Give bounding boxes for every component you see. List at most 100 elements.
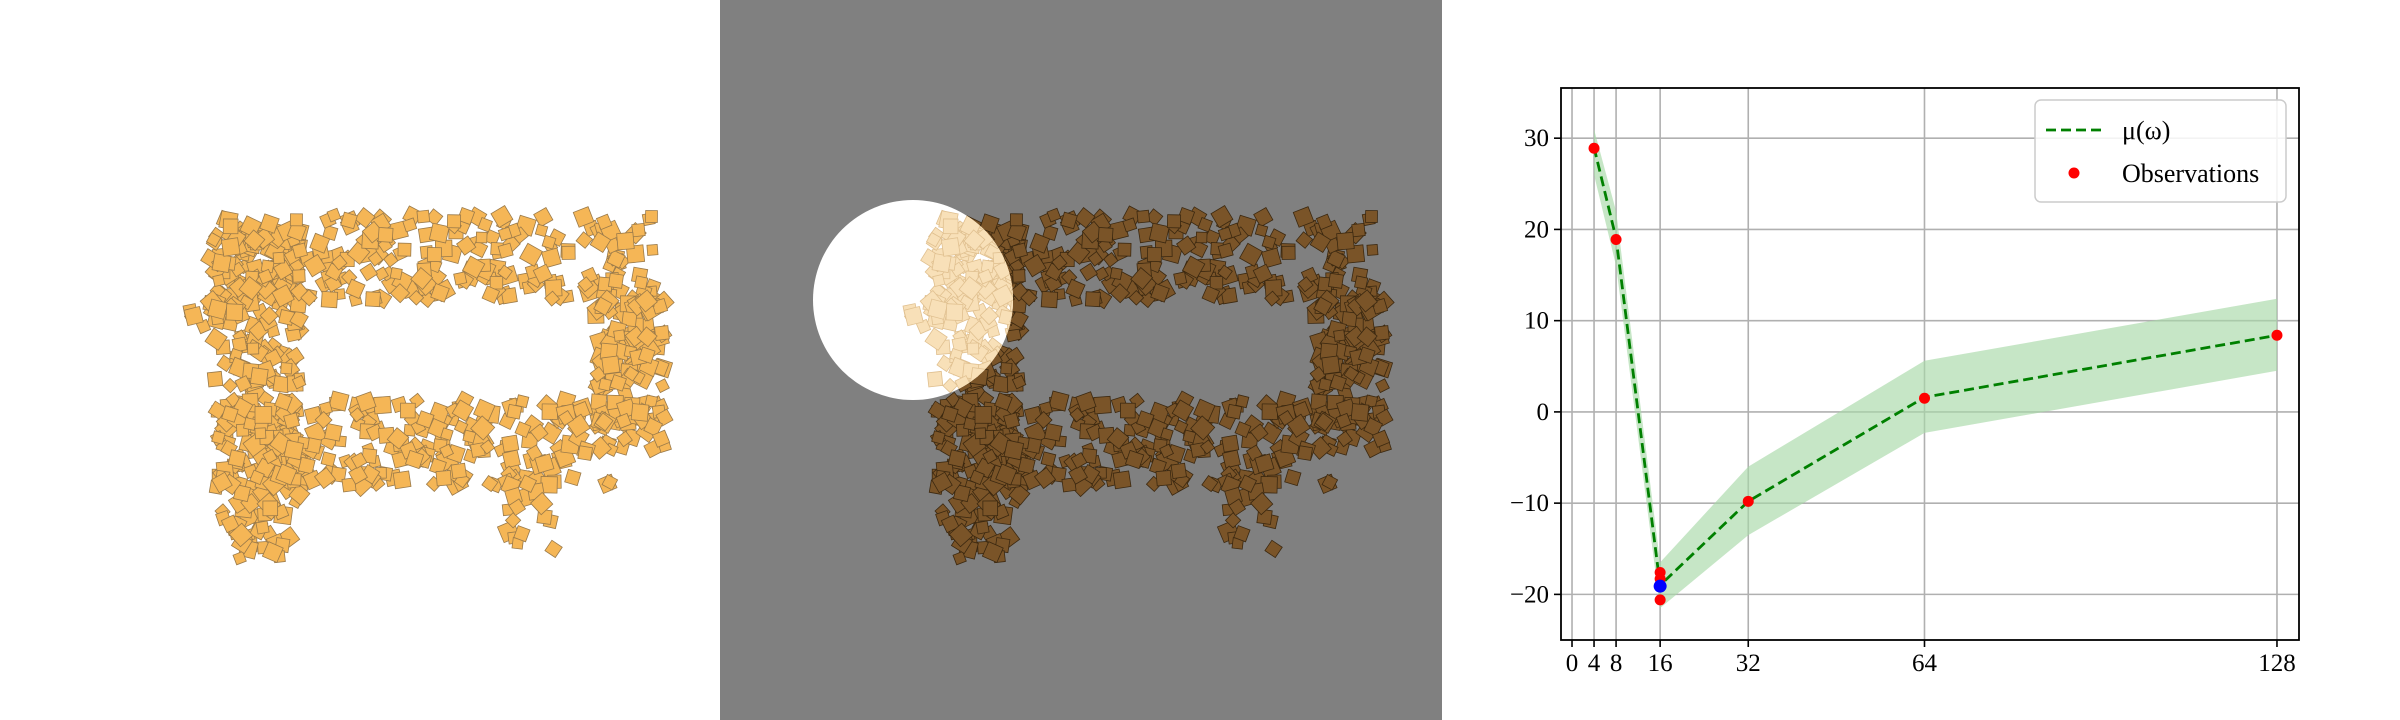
particle xyxy=(1217,264,1233,281)
particle xyxy=(931,253,952,274)
particle xyxy=(1345,244,1366,264)
particle xyxy=(903,305,924,327)
particle xyxy=(643,417,664,438)
particle xyxy=(1253,207,1274,228)
legend-label-observations: Observations xyxy=(2122,159,2259,188)
particle xyxy=(323,422,343,442)
particle xyxy=(397,242,412,257)
particle xyxy=(259,213,280,234)
observation-point xyxy=(1610,233,1622,245)
particle xyxy=(435,469,452,487)
particle xyxy=(489,276,504,290)
particle xyxy=(1327,272,1344,289)
particle xyxy=(1297,445,1313,461)
particle xyxy=(1365,210,1378,223)
particle xyxy=(221,405,239,423)
particle xyxy=(1199,439,1216,455)
particle xyxy=(513,525,531,543)
particle-group xyxy=(182,205,675,566)
particle xyxy=(633,275,649,290)
particle xyxy=(283,439,305,461)
legend: μ(ω) Observations xyxy=(2034,99,2287,203)
particle xyxy=(1354,289,1378,313)
particle xyxy=(453,271,468,286)
particle xyxy=(636,326,658,348)
particle xyxy=(601,473,619,491)
particle xyxy=(1087,251,1104,267)
particle xyxy=(479,439,496,455)
y-tick-label: −10 xyxy=(1510,490,1549,517)
particle xyxy=(340,211,358,230)
particle xyxy=(355,391,377,413)
particle xyxy=(1239,242,1264,267)
particle xyxy=(1176,206,1196,226)
x-tick-label: 64 xyxy=(1912,650,1938,677)
particle xyxy=(1222,449,1241,469)
particle xyxy=(254,427,267,440)
particle xyxy=(1075,391,1097,413)
particle xyxy=(1009,295,1013,314)
particle xyxy=(1109,283,1131,304)
particle xyxy=(1160,427,1174,441)
particle xyxy=(1249,423,1269,443)
particle xyxy=(995,463,1018,486)
particle xyxy=(490,205,514,229)
particle xyxy=(1201,285,1221,304)
particle xyxy=(977,268,994,285)
particle xyxy=(1224,512,1242,529)
y-tick-label: 10 xyxy=(1524,308,1549,335)
particle xyxy=(1171,399,1195,422)
particle xyxy=(588,436,612,460)
particle xyxy=(1017,456,1036,475)
particle xyxy=(655,408,674,427)
particle xyxy=(416,209,431,224)
particle xyxy=(382,251,399,268)
particle xyxy=(1277,410,1295,427)
particle xyxy=(969,469,985,486)
particle xyxy=(982,448,998,465)
particle xyxy=(326,207,342,223)
particle xyxy=(1235,394,1250,409)
particle xyxy=(595,213,613,231)
particle xyxy=(1284,468,1302,487)
particle xyxy=(575,231,594,249)
particle xyxy=(1145,208,1164,227)
particle xyxy=(607,272,624,289)
particle xyxy=(500,287,518,305)
particle xyxy=(450,462,467,480)
particle xyxy=(475,231,488,244)
particle xyxy=(1228,498,1247,517)
particle xyxy=(1374,325,1390,341)
particle xyxy=(430,282,450,303)
particle xyxy=(446,214,462,229)
particle xyxy=(991,284,1013,308)
particle xyxy=(291,374,307,390)
particle xyxy=(402,217,418,233)
particle xyxy=(211,430,226,445)
particle xyxy=(1128,289,1145,306)
particle xyxy=(238,275,263,301)
particle xyxy=(958,275,983,301)
legend-marker-swatch xyxy=(2068,167,2080,179)
best-point xyxy=(1653,579,1667,593)
particle xyxy=(1363,417,1384,438)
particle xyxy=(318,401,333,416)
observation-point xyxy=(1588,142,1600,154)
particle xyxy=(367,251,384,267)
particle xyxy=(392,470,412,490)
particle xyxy=(1034,410,1053,429)
particle xyxy=(364,291,381,308)
particle xyxy=(952,550,967,566)
particle xyxy=(331,254,348,271)
particle xyxy=(274,392,293,411)
particle xyxy=(272,259,294,281)
particle xyxy=(289,309,309,329)
particle xyxy=(1358,346,1376,364)
particle xyxy=(645,210,658,223)
particle xyxy=(967,342,980,355)
particle xyxy=(257,268,274,285)
particle xyxy=(1040,451,1057,468)
y-tick-label: 30 xyxy=(1524,125,1549,152)
legend-label-mean: μ(ω) xyxy=(2122,116,2170,145)
confidence-band xyxy=(1594,129,2277,609)
